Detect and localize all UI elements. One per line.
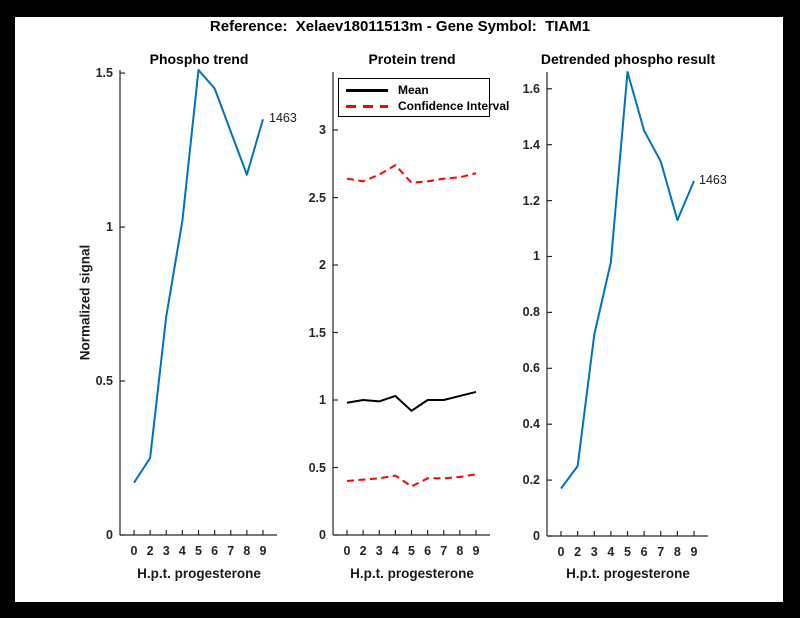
chart3-y-tick-label: 0.2 [522,473,540,488]
chart1-title: Phospho trend [149,51,249,67]
chart2-x-tick-label: 8 [456,544,464,558]
chart3-x-tick-label: 5 [624,545,631,559]
chart3-x-tick-label: 4 [607,545,615,559]
series-line-confidence-interval-lower [346,473,477,488]
chart3-x-tick-label: 6 [640,545,648,559]
chart3-y-tick-label: 0.4 [522,417,540,432]
chart3-x-tick-label: 2 [574,545,582,559]
chart3-point-annotation: 1463 [699,173,727,187]
chart2-y-tick-label: 1 [319,393,326,407]
chart3-y-tick-label: 1.2 [522,193,540,208]
series-line-confidence-interval-upper [346,164,477,184]
series-line-phospho-signal [133,69,264,484]
chart1-y-tick-label: 0 [106,528,113,542]
chart1-x-tick-label: 5 [195,544,202,558]
series-line-detrended-phospho-signal [560,71,695,490]
chart1-x-tick-label: 2 [146,544,154,558]
figure-title: Reference: Xelaev18011513m - Gene Symbol… [209,18,591,35]
chart1-y-tick-label: 1 [106,220,113,235]
chart3-y-tick-label: 0 [533,529,540,543]
chart3-x-tick-label: 0 [557,545,565,559]
chart2-y-tick-label: 2.5 [308,190,326,205]
chart1-y-tick-label: 0.5 [95,374,113,389]
chart2-x-tick-label: 0 [343,544,351,558]
chart1-x-tick-label: 4 [178,544,186,558]
chart3-title: Detrended phospho result [540,51,716,67]
legend: Mean Confidence Interval [338,78,509,117]
chart3-y-tick-label: 1.4 [522,137,540,152]
chart1-x-tick-label: 9 [259,544,267,558]
confidence-interval-line-sample-icon [346,104,388,108]
chart2-y-tick-label: 3 [319,123,326,138]
chart1-y-tick-label: 1.5 [95,66,113,81]
chart1-point-annotation: 1463 [269,111,297,125]
chart2-x-tick-label: 7 [440,544,448,558]
chart1-x-axis-label: H.p.t. progesterone [137,566,261,581]
chart2-x-tick-label: 2 [359,544,367,558]
chart2-x-axis-label: H.p.t. progesterone [350,566,474,581]
chart2-y-tick-label: 2 [319,258,326,273]
legend-item-confidence-interval: Confidence Interval [339,98,509,114]
legend-label-confidence-interval: Confidence Interval [398,99,510,113]
chart3-x-axis-label: H.p.t. progesterone [566,566,690,581]
chart1-x-tick-label: 3 [162,544,170,558]
chart1-x-tick-label: 8 [243,544,251,558]
legend-item-mean: Mean [339,82,429,98]
chart2-title: Protein trend [368,51,456,67]
mean-line-sample-icon [346,88,388,92]
legend-label-mean: Mean [398,83,429,97]
chart2-y-tick-label: 0 [319,528,326,542]
chart3-y-tick-label: 0.6 [522,361,540,376]
chart3-y-tick-label: 0.8 [522,305,540,320]
chart3-y-tick-label: 1.6 [522,81,540,96]
chart1-x-tick-label: 6 [211,544,219,558]
chart2-y-tick-label: 0.5 [308,460,326,475]
chart2-x-tick-label: 4 [391,544,399,558]
series-line-mean [346,390,477,412]
chart2-x-tick-label: 6 [424,544,432,558]
chart1-x-tick-label: 7 [227,544,235,558]
chart3-y-tick-label: 1 [533,249,540,264]
chart3-x-tick-label: 7 [657,545,665,559]
chart2-x-tick-label: 9 [472,544,480,558]
chart2-y-tick-label: 1.5 [308,325,326,340]
chart3-x-tick-label: 9 [690,545,698,559]
chart3-x-tick-label: 3 [590,545,598,559]
chart2-x-tick-label: 3 [375,544,383,558]
chart2-x-tick-label: 5 [408,544,415,558]
chart1-y-axis-label: Normalized signal [77,244,93,361]
chart3-x-tick-label: 8 [673,545,681,559]
chart1-x-tick-label: 0 [130,544,138,558]
